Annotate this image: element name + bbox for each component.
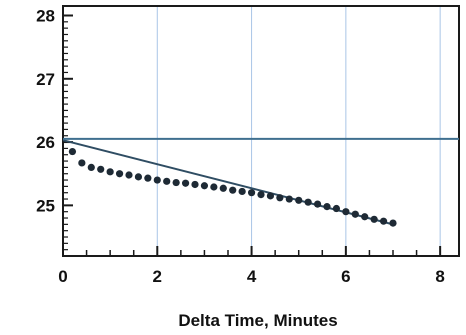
data-point	[332, 204, 341, 213]
data-point	[238, 187, 246, 196]
y-tick-label: 28	[36, 6, 55, 25]
series-layer	[62, 137, 459, 227]
y-tick-label: 26	[36, 133, 55, 152]
data-point	[285, 195, 293, 203]
data-point	[97, 165, 105, 173]
plot-frame	[62, 5, 460, 257]
data-point	[68, 147, 77, 156]
data-point	[304, 198, 312, 206]
data-point	[181, 179, 190, 187]
data-point	[78, 159, 86, 167]
data-point	[87, 163, 95, 171]
data-point	[266, 192, 275, 200]
data-point	[153, 176, 161, 184]
data-point	[351, 210, 359, 218]
data-point	[313, 200, 322, 208]
x-axis-label: Delta Time, Minutes	[178, 311, 337, 330]
data-point	[200, 182, 209, 190]
data-point	[379, 217, 388, 225]
data-point	[276, 194, 284, 202]
data-point	[323, 203, 331, 211]
x-tick-label: 6	[341, 267, 350, 286]
x-tick-label: 2	[153, 267, 162, 286]
grid-layer	[156, 6, 441, 256]
data-point	[257, 191, 265, 199]
data-point	[247, 189, 256, 197]
data-point	[361, 213, 369, 221]
data-point	[295, 196, 303, 204]
data-point	[134, 173, 143, 181]
data-point	[210, 183, 218, 191]
y-tick-label: 27	[36, 70, 55, 89]
x-tick-label: 8	[435, 267, 444, 286]
data-point	[229, 186, 237, 194]
x-tick-label: 4	[247, 267, 257, 286]
data-point	[163, 177, 171, 185]
data-point	[172, 178, 180, 187]
data-point	[389, 219, 397, 227]
data-point	[191, 180, 199, 189]
data-point	[370, 215, 378, 223]
ticks-layer: 0 2 4 6 8 25 26 27 28	[36, 6, 445, 286]
data-point	[106, 168, 114, 176]
x-tick-label: 0	[58, 267, 67, 286]
data-point	[115, 170, 124, 178]
data-point	[144, 174, 152, 182]
data-point	[342, 208, 350, 216]
data-point	[219, 184, 227, 192]
data-point	[125, 171, 133, 179]
y-tick-label: 25	[36, 196, 55, 215]
